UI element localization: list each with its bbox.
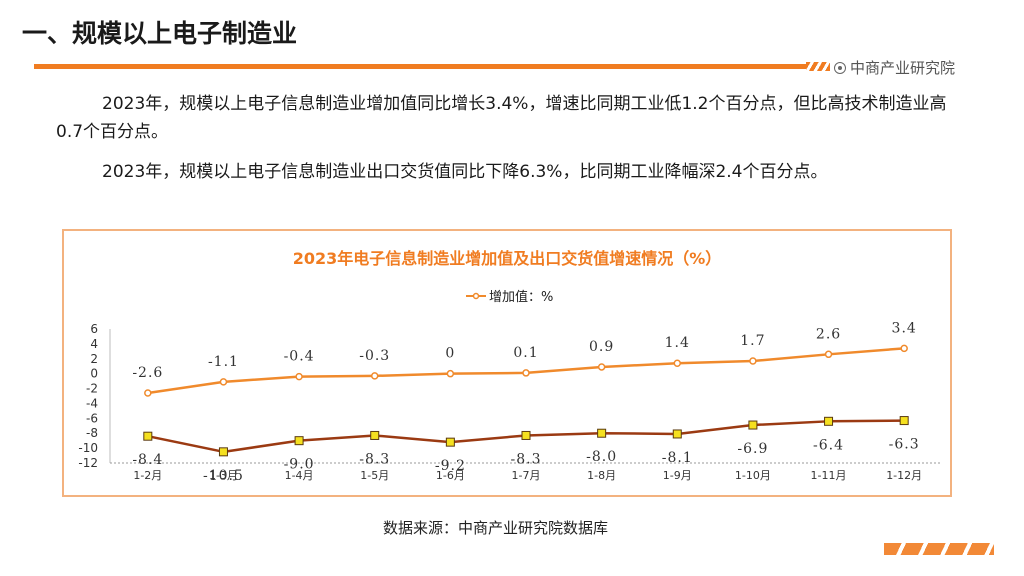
x-tick-label: 1-6月: [436, 469, 465, 482]
chart-legend: 增加值：%: [466, 289, 553, 305]
data-point: [522, 369, 530, 377]
data-point: [294, 436, 304, 446]
bottom-stripes-decoration: [884, 543, 994, 555]
data-label: -10.5: [203, 468, 244, 484]
x-tick-label: 1-7月: [512, 469, 541, 482]
data-label: -8.0: [586, 449, 617, 465]
data-point: [899, 416, 909, 426]
data-label: -2.6: [132, 365, 163, 381]
y-tick-label: -6: [86, 411, 98, 425]
target-icon: [834, 61, 846, 74]
data-label: -9.0: [284, 457, 315, 473]
data-label: 0.9: [589, 339, 614, 355]
data-label: -0.3: [359, 348, 390, 364]
data-label: -6.4: [813, 437, 844, 453]
data-label: 1.4: [665, 335, 690, 351]
y-tick-label: 2: [90, 352, 98, 366]
y-tick-label: 4: [90, 337, 98, 351]
data-label: -9.2: [435, 458, 466, 474]
data-point: [446, 369, 455, 378]
page-title: 一、规模以上电子制造业: [22, 19, 298, 48]
data-point: [370, 372, 379, 380]
data-label: -8.4: [132, 452, 163, 468]
data-label: -8.3: [511, 451, 542, 467]
data-label: -8.3: [359, 451, 390, 467]
data-source: 数据来源：中商产业研究院数据库: [383, 519, 609, 537]
y-tick-label: 6: [90, 322, 98, 336]
x-tick-label: 1-12月: [886, 469, 922, 482]
data-label: 3.4: [892, 320, 917, 336]
data-label: 1.7: [740, 333, 765, 349]
y-tick-label: -2: [86, 382, 98, 396]
data-point: [597, 363, 606, 371]
y-tick-label: -10: [78, 441, 98, 455]
chart-svg: 2023年电子信息制造业增加值及出口交货值增速情况（%） 增加值：% 6420-…: [78, 249, 942, 484]
series-1: -2.6 -1.1 -0.4 -0.3 0 0.1 0.9 1.4 1.7 2.6 3.4: [132, 320, 917, 397]
data-label: -6.9: [737, 441, 768, 457]
top-stripes-decoration: [806, 62, 830, 71]
y-tick-label: -4: [86, 396, 98, 410]
brand-label: 中商产业研究院: [834, 57, 955, 78]
data-label: -8.1: [662, 450, 693, 466]
y-tick-label: 0: [90, 367, 98, 381]
top-divider: [34, 64, 806, 69]
y-tick-label: -12: [78, 456, 98, 470]
data-point: [673, 359, 682, 367]
paragraph-export: 2023年，规模以上电子信息制造业出口交货值同比下降6.3%，比同期工业降幅深2…: [102, 162, 828, 182]
brand-name: 中商产业研究院: [850, 59, 956, 77]
data-point: [748, 420, 758, 430]
paragraph-value-added: 2023年，规模以上电子信息制造业增加值同比增长3.4%，增速比同期工业低1.2…: [56, 94, 947, 142]
y-tick-label: -8: [86, 426, 98, 440]
data-label: 0.1: [513, 345, 538, 361]
data-label: 0: [445, 346, 455, 362]
legend-dot-marker: [472, 292, 480, 300]
x-tick-label: 1-2月: [133, 469, 162, 482]
data-point: [749, 357, 757, 365]
data-point: [597, 428, 607, 438]
data-point: [219, 378, 228, 386]
data-label: -0.4: [284, 349, 315, 365]
data-point: [295, 372, 303, 381]
x-tick-label: 1-4月: [285, 469, 314, 482]
x-tick-label: 1-10月: [735, 469, 771, 482]
x-tick-label: 1-5月: [360, 469, 389, 482]
x-axis: 1-2月 1-3月 1-4月 1-5月 1-6月 1-7月 1-8月 1-9月 1-10月 1-1…: [110, 462, 942, 482]
data-point: [144, 389, 152, 397]
data-point: [143, 431, 153, 441]
data-point: [218, 447, 228, 457]
series-2: -8.4 -10.5 -9.0 -8.3 -9.2 -8.3 -8.0 -8.1 -6.9 -6.…: [132, 416, 920, 484]
data-point: [445, 437, 455, 447]
data-label: -6.3: [889, 437, 920, 453]
x-tick-label: 1-11月: [811, 469, 847, 482]
data-point: [370, 430, 380, 440]
data-point: [824, 350, 833, 359]
x-tick-label: 1-8月: [587, 469, 616, 482]
x-tick-label: 1-3月: [209, 469, 238, 482]
data-point: [672, 429, 682, 439]
x-tick-label: 1-9月: [663, 469, 692, 482]
data-point: [521, 430, 531, 440]
data-point: [900, 344, 908, 353]
data-label: -1.1: [208, 354, 239, 370]
legend-label: 增加值：%: [489, 289, 553, 305]
chart-title: 2023年电子信息制造业增加值及出口交货值增速情况（%）: [293, 249, 722, 268]
data-label: 2.6: [816, 326, 841, 342]
data-point: [824, 416, 834, 426]
series-layer: -2.6-1.1 -0.4 -0.3 0 0.1 0.9 1.4 1.7 2.6 3.4-8.4-…: [132, 320, 920, 484]
